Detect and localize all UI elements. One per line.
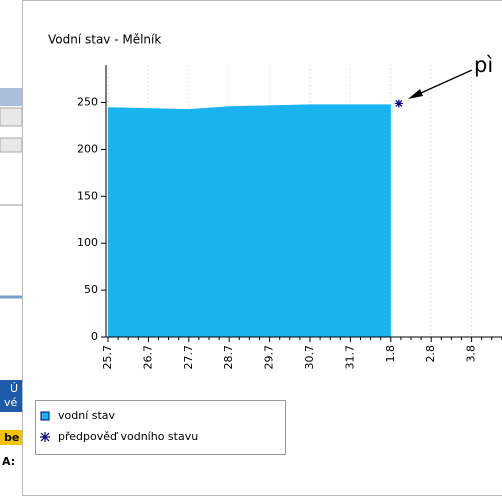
legend-marker [40,432,50,442]
y-tick-label: 50 [84,283,98,296]
forecast-point [394,99,403,108]
x-tick-label: 31.7 [343,345,356,370]
sidebar-text: Ú [10,382,18,395]
area [108,104,391,338]
x-tick-label: 26.7 [141,345,154,370]
legend-label: předpověď vodního stavu [58,430,198,443]
sidebar-bar [0,88,22,106]
y-tick-label: 0 [91,330,98,343]
y-tick-label: 150 [77,189,98,202]
sidebar-button[interactable] [0,430,22,445]
sidebar-button[interactable] [0,380,22,412]
sidebar [0,0,22,496]
legend-marker [40,411,50,421]
sidebar-box [0,137,23,153]
x-tick-label: 28.7 [222,345,235,370]
x-tick-label: 3.8 [465,345,478,363]
sidebar-box [0,107,23,127]
x-tick-label: 30.7 [303,345,316,370]
arrowhead [408,89,423,99]
y-tick-label: 250 [77,96,98,109]
chart-title: Vodní stav - Mělník [48,33,161,47]
annotation-arrow [411,69,473,98]
x-tick-label: 2.8 [424,345,437,363]
x-tick-label: 29.7 [263,345,276,370]
x-tick-label: 27.7 [182,345,195,370]
annotation: pì [474,53,493,77]
x-tick-label: 25.7 [101,345,114,370]
y-tick-label: 200 [77,142,98,155]
legend-label: vodní stav [58,409,116,422]
x-tick-label: 1.8 [384,345,397,363]
sidebar-text: vé [4,396,18,409]
legend-box [35,400,286,455]
sidebar-text: be [4,431,19,444]
y-tick-label: 100 [77,236,98,249]
sidebar-text: A: [2,455,15,468]
